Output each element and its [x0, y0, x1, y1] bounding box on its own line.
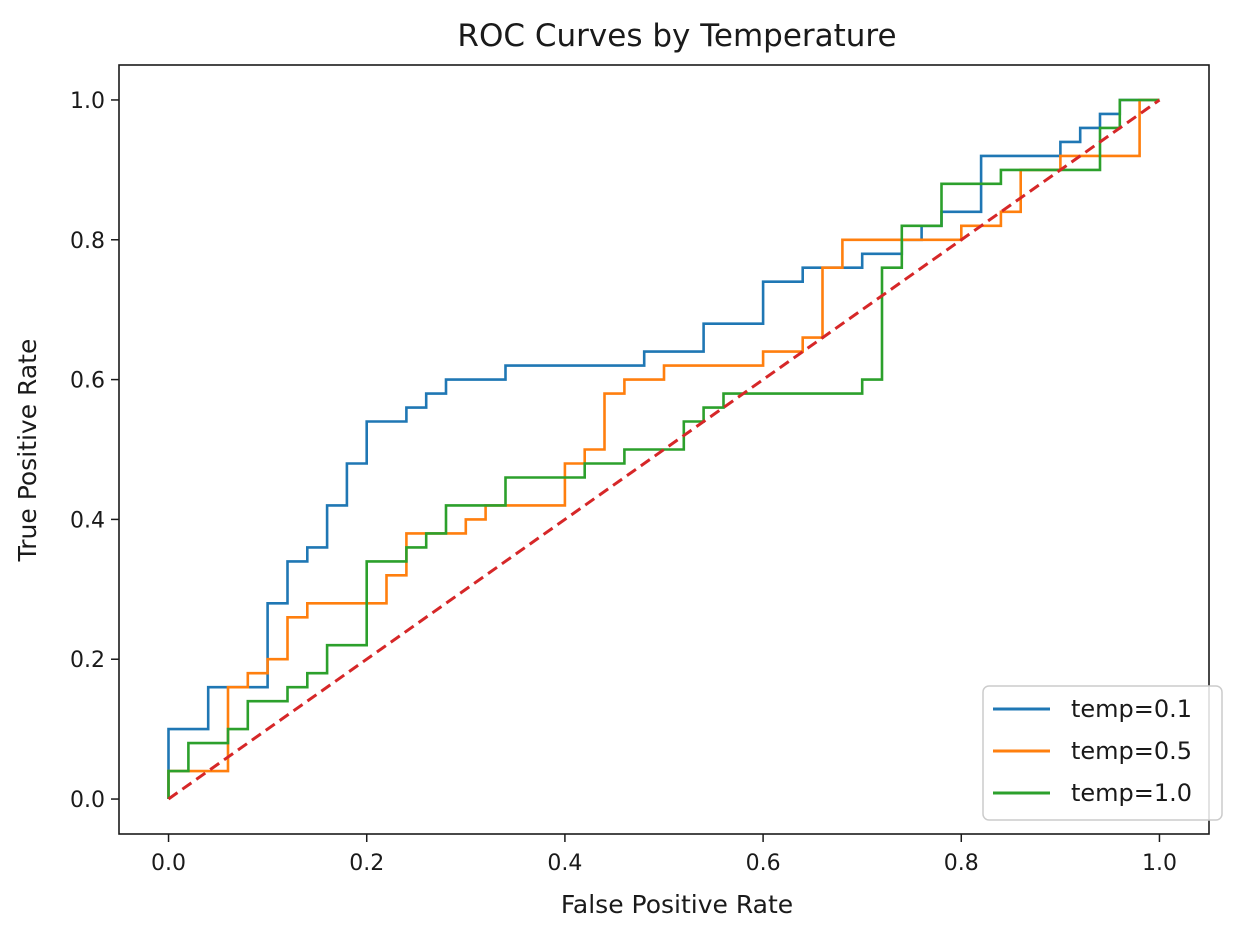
- x-tick-label: 0.2: [349, 851, 384, 876]
- x-tick-label: 0.0: [151, 851, 186, 876]
- y-tick-label: 1.0: [70, 89, 105, 114]
- legend-label: temp=0.5: [1071, 737, 1192, 765]
- x-tick-label: 0.8: [944, 851, 979, 876]
- x-axis-label: False Positive Rate: [561, 890, 793, 919]
- y-tick-label: 0.8: [70, 229, 105, 254]
- series-line-temp-1-0: [167, 98, 1160, 799]
- plot-lines: [167, 98, 1161, 801]
- x-tick-label: 1.0: [1142, 851, 1177, 876]
- series-line-temp-0-5: [167, 98, 1160, 799]
- legend-label: temp=1.0: [1071, 779, 1192, 807]
- y-axis-label: True Positive Rate: [13, 339, 42, 563]
- legend: temp=0.1 temp=0.5 temp=1.0: [982, 685, 1223, 821]
- chart-title: ROC Curves by Temperature: [457, 18, 896, 54]
- y-tick-label: 0.0: [70, 788, 105, 813]
- y-tick-label: 0.2: [70, 648, 105, 673]
- x-axis-ticks: 0.0 0.2 0.4 0.6 0.8 1.0: [151, 834, 1177, 876]
- y-axis-ticks: 0.0 0.2 0.4 0.6 0.8 1.0: [70, 89, 119, 813]
- x-tick-label: 0.4: [547, 851, 582, 876]
- diagonal-reference-line: [167, 98, 1161, 801]
- plot-frame: [118, 64, 1210, 835]
- y-tick-label: 0.6: [70, 369, 105, 394]
- series-line-temp-0-1: [167, 98, 1160, 799]
- legend-label: temp=0.1: [1071, 695, 1192, 723]
- x-tick-label: 0.6: [746, 851, 781, 876]
- legend-box: [982, 685, 1223, 821]
- y-tick-label: 0.4: [70, 508, 105, 533]
